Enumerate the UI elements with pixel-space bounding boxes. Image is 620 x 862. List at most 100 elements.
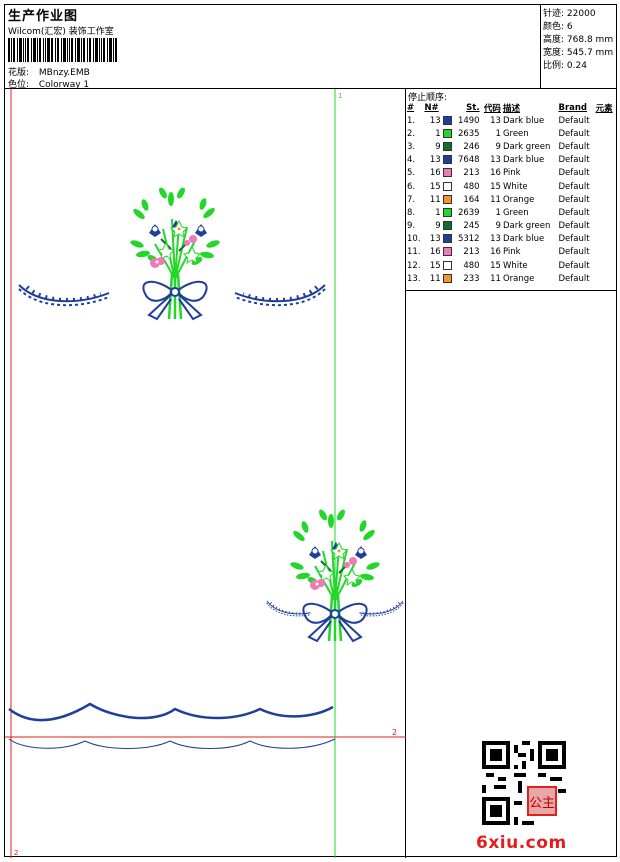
production-sheet: 生产作业图 Wilcom(汇宏) 装饰工作室 [4, 4, 617, 858]
colorway-label: 色位: [8, 80, 30, 90]
table-row: 4. 13 7648 13 Dark blue Default [406, 154, 616, 167]
row-needle: 11 [429, 194, 441, 205]
color-swatch [442, 155, 452, 165]
table-row: 7. 11 164 11 Orange Default [406, 193, 616, 206]
row-brand: Default [558, 207, 590, 218]
row-color-swatch [442, 140, 454, 153]
design-file-line: 花版: MBnzy.EMB [8, 65, 90, 78]
company-name: Wilcom(汇宏) 装饰工作室 [8, 27, 114, 37]
table-row: 11. 16 213 16 Pink Default [406, 246, 616, 259]
design-file-label: 花版: [8, 68, 30, 78]
color-swatch [442, 207, 452, 217]
row-needle: 16 [429, 168, 441, 179]
row-color-swatch [442, 154, 454, 167]
row-color-swatch [442, 114, 454, 127]
table-row: 13. 11 233 11 Orange Default [406, 272, 616, 285]
row-brand: Default [558, 115, 590, 126]
colors-info: 颜色: 6 [543, 19, 573, 32]
row-color-swatch [442, 220, 454, 233]
row-description: Green [502, 128, 529, 139]
width-value: 545.7 mm [566, 48, 614, 58]
row-needle: 13 [429, 155, 441, 166]
row-color-swatch [442, 167, 454, 180]
marker-bottom: 2 [14, 849, 18, 857]
stitches-value: 22000 [566, 9, 596, 19]
design-info-box: 针迹: 22000 颜色: 6 高度: 768.8 mm 宽度: 545.7 m… [541, 5, 616, 89]
row-stitches: 246 [463, 141, 480, 152]
table-row: 12. 15 480 15 White Default [406, 259, 616, 272]
qr-code-image: 公主 [482, 741, 566, 825]
table-row: 2. 1 2635 1 Green Default [406, 127, 616, 140]
page-title: 生产作业图 [8, 9, 79, 24]
stitches-label: 针迹: [543, 9, 565, 19]
row-description: Dark green [502, 221, 551, 232]
row-brand: Default [558, 260, 590, 271]
row-stitches: 164 [463, 194, 480, 205]
row-stitches: 2635 [457, 128, 480, 139]
row-code: 1 [495, 207, 501, 218]
row-index: 9. [407, 221, 416, 232]
row-index: 2. [407, 128, 416, 139]
row-needle: 16 [429, 247, 441, 258]
row-color-swatch [442, 246, 454, 259]
row-color-swatch [442, 259, 454, 272]
table-row: 9. 9 245 9 Dark green Default [406, 220, 616, 233]
row-code: 9 [495, 221, 501, 232]
row-index: 6. [407, 181, 416, 192]
row-code: 13 [490, 234, 501, 245]
row-code: 13 [490, 115, 501, 126]
stop-sequence-title: 停止顺序: [408, 93, 448, 103]
table-header-row: # N# St. 代码 描述 Brand 元素 [406, 101, 616, 114]
design-preview: 1 2 2 [5, 89, 406, 858]
row-description: Dark blue [502, 155, 545, 166]
row-code: 15 [490, 260, 501, 271]
colorway-line: 色位: Colorway 1 [8, 77, 89, 90]
barcode-image [8, 38, 117, 62]
row-stitches: 213 [463, 247, 480, 258]
color-swatch [442, 273, 452, 283]
width-label: 宽度: [543, 48, 565, 58]
table-divider [406, 290, 616, 291]
row-needle: 9 [435, 221, 441, 232]
top-bouquet-motif [128, 185, 222, 321]
col-brand: Brand [558, 102, 588, 113]
row-brand: Default [558, 181, 590, 192]
row-index: 7. [407, 194, 416, 205]
row-brand: Default [558, 247, 590, 258]
row-description: Dark blue [502, 115, 545, 126]
col-code: 代码 [483, 103, 501, 114]
row-code: 11 [490, 194, 501, 205]
row-brand: Default [558, 221, 590, 232]
row-code: 9 [495, 141, 501, 152]
color-swatch [442, 221, 452, 231]
row-description: Dark green [502, 141, 551, 152]
row-stitches: 7648 [457, 155, 480, 166]
row-needle: 15 [429, 181, 441, 192]
scale-value: 0.24 [566, 61, 587, 71]
row-description: White [502, 260, 528, 271]
row-index: 1. [407, 115, 416, 126]
row-code: 16 [490, 247, 501, 258]
colors-value: 6 [566, 22, 573, 32]
row-index: 8. [407, 207, 416, 218]
row-needle: 13 [429, 115, 441, 126]
height-info: 高度: 768.8 mm [543, 32, 613, 45]
row-description: Dark blue [502, 234, 545, 245]
design-canvas[interactable]: 1 2 2 [5, 89, 406, 858]
scallop-border-thick [8, 702, 334, 722]
row-code: 13 [490, 155, 501, 166]
row-brand: Default [558, 273, 590, 284]
row-index: 13. [407, 273, 421, 284]
row-needle: 9 [435, 141, 441, 152]
height-label: 高度: [543, 35, 565, 45]
row-description: White [502, 181, 528, 192]
row-description: Green [502, 207, 529, 218]
row-stitches: 480 [463, 181, 480, 192]
color-swatch [442, 234, 452, 244]
col-needle: N# [424, 102, 439, 113]
marker-top: 1 [338, 92, 342, 100]
row-description: Pink [502, 168, 521, 179]
color-swatch [442, 128, 452, 138]
color-swatch [442, 115, 452, 125]
top-left-swag [17, 283, 111, 308]
